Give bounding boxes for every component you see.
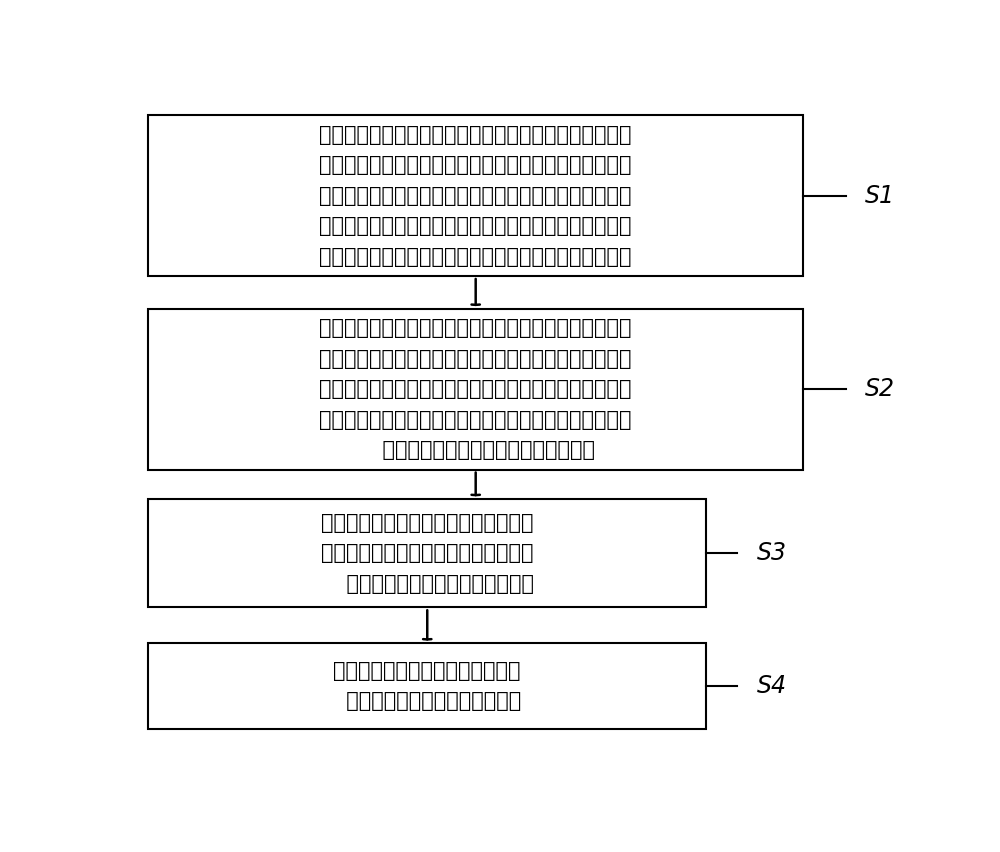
FancyBboxPatch shape <box>148 499 706 607</box>
FancyBboxPatch shape <box>148 643 706 728</box>
FancyBboxPatch shape <box>148 115 803 276</box>
Text: 将背景气通入光学谐振腔，光源组件发射的探测激光与光
学谐振腔中的背景气发生相互作用，光学谐振腔出射的光
被光信号接收模块接收转换为电信号，再经电信号处理模
块解: 将背景气通入光学谐振腔，光源组件发射的探测激光与光 学谐振腔中的背景气发生相互作… <box>319 125 632 267</box>
Text: S4: S4 <box>757 674 787 698</box>
Text: 将样气通入光学谐振腔，光源组件发射的探测激光与光学
谐振腔中的样气发生相互作用，光学谐振腔出射的光被光
信号接收模块接收转换为电信号，再经电信号处理模块解
调得: 将样气通入光学谐振腔，光源组件发射的探测激光与光学 谐振腔中的样气发生相互作用，… <box>319 319 632 460</box>
FancyBboxPatch shape <box>148 309 803 469</box>
Text: S3: S3 <box>757 541 787 565</box>
Text: S2: S2 <box>865 377 895 401</box>
Text: 根据样气中待测成分的吸收系数，
  实时获得样气中待测成分的浓度: 根据样气中待测成分的吸收系数， 实时获得样气中待测成分的浓度 <box>333 661 521 711</box>
Text: 根据测量得到的背景气的衰荡时间和解
调后振幅，以及样气的解调后振幅，实
    时获得样气中待测成分的吸收系数: 根据测量得到的背景气的衰荡时间和解 调后振幅，以及样气的解调后振幅，实 时获得样… <box>320 513 534 594</box>
Text: S1: S1 <box>865 184 895 208</box>
